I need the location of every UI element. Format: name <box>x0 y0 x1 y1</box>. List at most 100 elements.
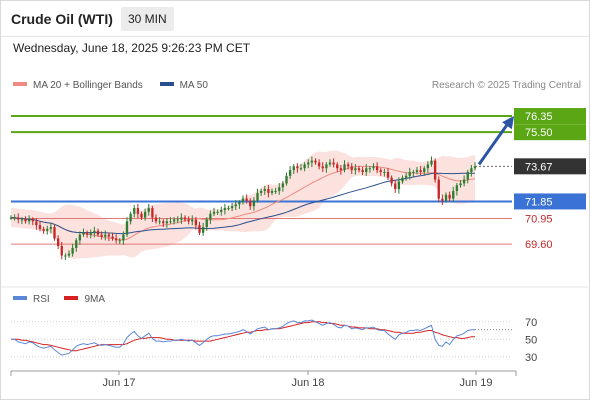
candle <box>143 211 147 218</box>
candle <box>100 234 103 237</box>
candle <box>220 209 223 212</box>
candle <box>78 234 82 241</box>
candle <box>85 232 89 235</box>
candle <box>104 234 107 237</box>
candle <box>401 177 404 182</box>
legend-item-ma9: 9MA <box>64 294 105 305</box>
candle <box>314 160 317 163</box>
candle <box>17 217 20 220</box>
candle <box>459 183 462 186</box>
candle <box>317 162 321 167</box>
candle <box>404 175 408 178</box>
candle <box>408 172 411 176</box>
candle <box>270 191 274 193</box>
chart-header: Crude Oil (WTI) 30 MIN <box>0 0 590 36</box>
candle <box>274 191 277 192</box>
candle <box>285 175 288 184</box>
candle <box>38 225 42 229</box>
candle <box>310 160 314 163</box>
candle <box>154 217 158 222</box>
candle <box>419 170 422 173</box>
candle <box>147 208 150 212</box>
candle <box>412 172 415 174</box>
candle <box>198 225 201 233</box>
candle <box>56 238 60 247</box>
candle <box>433 160 437 180</box>
candle <box>114 238 118 241</box>
candle <box>339 168 343 171</box>
last-price-badge <box>514 158 586 175</box>
candle <box>328 162 332 165</box>
candle <box>256 192 259 201</box>
candle <box>194 219 198 226</box>
ma9-label: 9MA <box>84 294 106 305</box>
rsi-swatch <box>13 296 27 301</box>
price-legend: MA 20 + Bollinger Bands MA 50 <box>13 80 222 91</box>
ma50-swatch <box>159 82 174 87</box>
candle <box>169 221 172 223</box>
time-tick-label: Jun 19 <box>459 377 492 389</box>
candle <box>75 240 78 248</box>
candle <box>165 221 169 224</box>
candle <box>361 170 364 173</box>
candle <box>336 164 339 169</box>
candle <box>444 194 448 201</box>
level-badge-75.50 <box>514 124 586 141</box>
level-label-75.50: 75.50 <box>525 127 553 139</box>
candle <box>415 170 419 173</box>
legend-item-ma50: MA 50 <box>159 80 208 91</box>
instrument-title: Crude Oil (WTI) <box>11 11 113 27</box>
candle <box>430 160 433 165</box>
candle <box>118 240 121 242</box>
candle <box>191 219 194 222</box>
candle <box>267 189 270 193</box>
candle <box>96 230 100 235</box>
candle <box>205 219 208 228</box>
candle <box>249 200 252 207</box>
candle <box>227 208 230 210</box>
candle <box>470 168 473 173</box>
rsi-legend: RSI 9MA <box>13 294 117 305</box>
candle <box>365 168 368 173</box>
candle <box>473 166 477 169</box>
timeframe-badge[interactable]: 30 MIN <box>121 7 174 31</box>
rsi-ma-line <box>11 321 475 352</box>
candle <box>448 194 451 199</box>
rsi-tick-50: 50 <box>525 334 537 346</box>
candle <box>245 198 248 201</box>
candle <box>176 219 179 221</box>
timestamp: Wednesday, June 18, 2025 9:26:23 PM CET <box>13 41 251 55</box>
candle <box>42 228 45 231</box>
candle <box>151 208 154 218</box>
legend-item-rsi: RSI <box>13 294 50 305</box>
candle <box>35 221 38 226</box>
rsi-line <box>11 319 475 356</box>
candle <box>321 166 324 169</box>
candle <box>452 191 455 199</box>
candle <box>238 202 241 205</box>
ma20-swatch <box>13 82 27 87</box>
candle <box>180 217 183 220</box>
candle <box>325 164 328 169</box>
candle <box>350 166 353 171</box>
time-tick-label: Jun 18 <box>291 377 324 389</box>
legend-item-ma20: MA 20 + Bollinger Bands <box>13 80 143 91</box>
candle <box>259 191 263 193</box>
ma20-label: MA 20 + Bollinger Bands <box>33 80 143 91</box>
candle <box>462 179 466 184</box>
candle <box>307 162 310 165</box>
bollinger-band <box>11 150 475 259</box>
candle <box>372 166 375 169</box>
candle <box>89 232 92 235</box>
candle <box>107 234 111 237</box>
candle <box>71 247 74 254</box>
level-label-76.35: 76.35 <box>525 111 553 123</box>
candle <box>332 162 335 165</box>
candle <box>423 168 426 173</box>
candle <box>24 219 27 222</box>
candle <box>375 166 379 171</box>
candle <box>357 168 361 171</box>
candle <box>13 217 16 219</box>
candle <box>303 164 306 169</box>
forecast-arrow-head <box>502 116 514 130</box>
